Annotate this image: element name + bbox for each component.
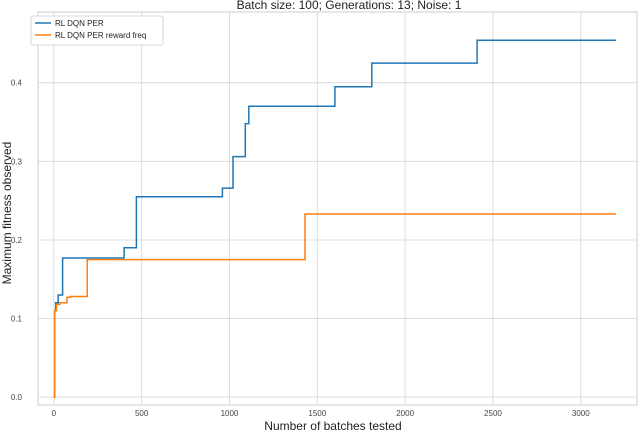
- legend-label-rl-dqn-per: RL DQN PER: [55, 19, 104, 28]
- series-line-rl-dqn-per-reward-freq: [53, 213, 616, 398]
- x-axis-ticks: 0 500 1000 1500 2000 2500 3000: [52, 409, 591, 418]
- x-tick-label: 2500: [484, 409, 502, 418]
- grid-lines: [38, 12, 637, 405]
- x-tick-label: 0: [52, 409, 57, 418]
- y-axis-ticks: 0.0 0.1 0.2 0.3 0.4: [11, 79, 23, 402]
- legend-box: [30, 15, 164, 46]
- y-tick-label: 0.0: [11, 393, 23, 402]
- x-tick-label: 2000: [396, 409, 414, 418]
- series-line-rl-dqn-per: [53, 39, 616, 398]
- x-tick-label: 1000: [221, 409, 239, 418]
- y-tick-label: 0.3: [11, 157, 23, 166]
- y-tick-label: 0.4: [11, 79, 23, 88]
- y-tick-label: 0.1: [11, 315, 23, 324]
- y-axis-label: Maximum fitness observed: [0, 142, 14, 285]
- series-lines: [53, 39, 616, 398]
- legend: RL DQN PER RL DQN PER reward freq: [30, 15, 164, 46]
- x-tick-label: 3000: [572, 409, 590, 418]
- x-tick-label: 1500: [308, 409, 326, 418]
- chart-title: Batch size: 100; Generations: 13; Noise:…: [237, 0, 462, 12]
- plot-area: [37, 11, 638, 406]
- legend-label-rl-dqn-per-reward-freq: RL DQN PER reward freq: [55, 31, 146, 40]
- x-tick-label: 500: [135, 409, 149, 418]
- x-axis-label: Number of batches tested: [264, 419, 401, 433]
- y-tick-label: 0.2: [11, 236, 23, 245]
